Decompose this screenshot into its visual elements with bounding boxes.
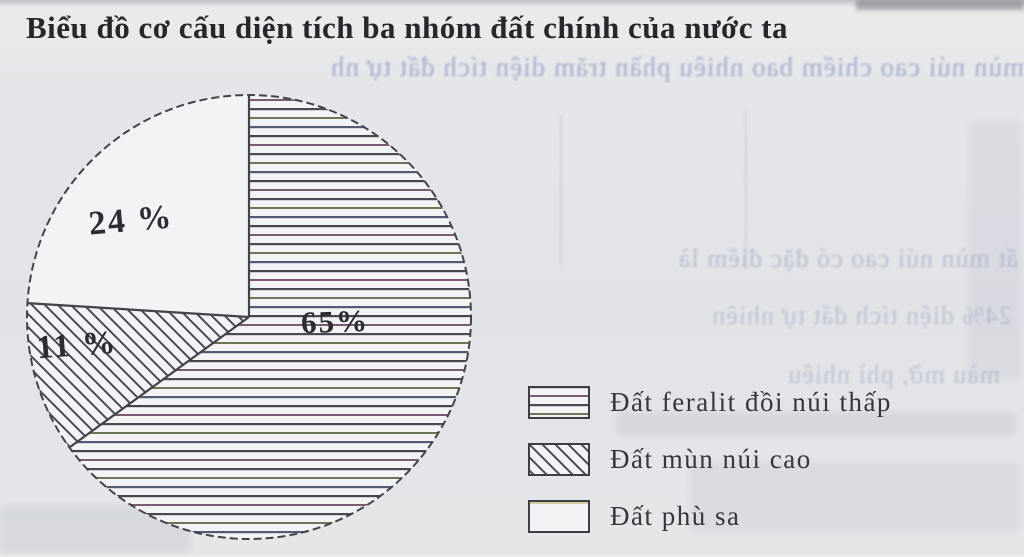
legend-label: Đất phù sa bbox=[610, 501, 741, 531]
legend-item-phu-sa: Đất phù sa bbox=[528, 500, 892, 533]
legend-item-mun-nui-cao: Đất mùn núi cao bbox=[528, 443, 892, 476]
scan-artifact bbox=[690, 462, 1020, 532]
legend-label: Đất feralit đồi núi thấp bbox=[610, 387, 892, 417]
scan-artifact bbox=[968, 120, 1022, 380]
scan-artifact bbox=[560, 115, 562, 265]
pie-percent-label-phu-sa: 24 % bbox=[87, 198, 175, 243]
pie-percent-label-feralit: 65% bbox=[300, 302, 370, 341]
legend-item-feralit: Đất feralit đồi núi thấp bbox=[528, 386, 892, 419]
pie-slice-1 bbox=[26, 303, 249, 448]
chart-legend: Đất feralit đồi núi thấp Đất mùn núi cao… bbox=[528, 386, 892, 557]
legend-swatch-hatch-diagonal bbox=[528, 443, 590, 476]
legend-swatch-hatch-horizontal bbox=[528, 386, 590, 419]
pie-slice-0 bbox=[69, 95, 471, 539]
legend-swatch-plain bbox=[528, 500, 590, 533]
scan-artifact bbox=[0, 0, 1024, 7]
scan-artifact bbox=[745, 110, 747, 270]
pie-slice-2 bbox=[27, 94, 250, 318]
pie-percent-label-mun-nui-cao: 11 % bbox=[35, 324, 119, 367]
scan-artifact bbox=[856, 0, 1024, 10]
scan-artifact bbox=[616, 412, 1016, 436]
pie-slice-boundary bbox=[27, 302, 250, 319]
pie-slice-boundary bbox=[68, 316, 250, 449]
legend-label: Đất mùn núi cao bbox=[610, 444, 812, 474]
pie-outline bbox=[26, 94, 472, 540]
chart-title: Biểu đồ cơ cấu diện tích ba nhóm đất chí… bbox=[26, 10, 789, 45]
